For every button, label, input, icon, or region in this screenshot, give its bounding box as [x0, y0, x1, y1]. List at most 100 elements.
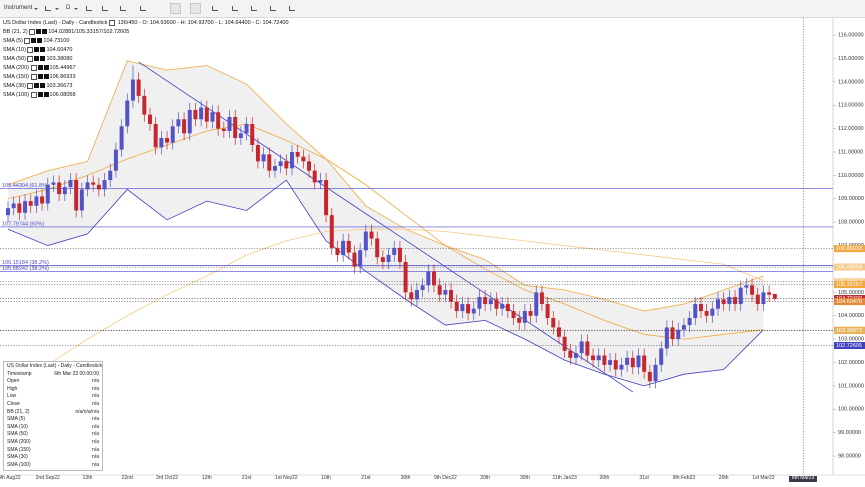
instrument-caret[interactable]: [34, 8, 38, 10]
indicator-name: SMA (50): [3, 56, 26, 62]
indicator-icon[interactable]: [40, 56, 46, 62]
candle-body: [284, 161, 289, 169]
timeframe-selector[interactable]: D: [66, 5, 71, 11]
candle-body: [767, 292, 772, 295]
price-badge-label: 105.33157: [836, 282, 862, 288]
candle-body: [647, 371, 652, 382]
x-tick-label: 9th Feb23: [672, 475, 696, 481]
candle-body: [153, 123, 158, 148]
candle-body: [255, 144, 260, 162]
indicator-icon[interactable]: [24, 37, 31, 44]
indicator-icon[interactable]: [30, 73, 37, 80]
settings-button[interactable]: [289, 6, 295, 11]
candle-body: [409, 292, 414, 300]
draw-button[interactable]: [270, 6, 276, 11]
indicator-icon[interactable]: [43, 92, 49, 98]
data-window-label: SMA (5): [7, 416, 26, 423]
candle-body: [267, 154, 272, 171]
candle-body: [6, 208, 10, 216]
data-window-value: n/a: [92, 446, 99, 453]
chart-type-button[interactable]: [45, 6, 51, 11]
data-window-label: Close: [7, 400, 20, 407]
data-window-label: Low: [7, 393, 17, 400]
data-window-value: n/a/n/a/n/a: [75, 408, 99, 415]
x-tick-label: 20th: [718, 475, 729, 481]
info-icon[interactable]: [109, 19, 116, 26]
indicator-icon[interactable]: [27, 55, 34, 62]
candle-body: [272, 166, 277, 171]
candle-body: [250, 123, 255, 145]
data-window-label: Timestamp: [7, 370, 32, 377]
candle-body: [318, 180, 323, 183]
indicator-icon[interactable]: [40, 83, 46, 89]
indicator-icon[interactable]: [36, 29, 42, 35]
x-tick-label: 8th Mar23: [789, 475, 818, 482]
x-tick-label: 13th: [82, 475, 93, 481]
x-tick-label: 21st: [241, 475, 252, 481]
x-tick-label: 22nd: [121, 475, 133, 481]
candle-body: [761, 292, 766, 305]
indicator-readout: 104.02881/105.33157/102.72605: [48, 29, 130, 35]
data-window-label: SMA (200): [7, 438, 31, 445]
y-tick-label: 104.00000: [838, 313, 864, 319]
indicator-icon[interactable]: [43, 74, 49, 80]
candle-body: [534, 292, 539, 316]
indicator-readout: 105.44967: [49, 65, 76, 71]
layout-button[interactable]: [190, 3, 201, 14]
indicator-icon[interactable]: [37, 65, 43, 71]
data-window-title-text: US Dollar Index (Last) - Daily - Candles…: [7, 363, 103, 369]
price-badge: [834, 342, 865, 350]
indicator-icon[interactable]: [37, 74, 43, 80]
data-window-row: High n/a: [7, 386, 99, 394]
tool-button[interactable]: [120, 6, 126, 11]
candle-body: [295, 152, 300, 157]
chart-type-caret[interactable]: [55, 8, 59, 10]
indicator-icon[interactable]: [27, 46, 34, 53]
price-badge: [834, 281, 865, 289]
draw-button[interactable]: [232, 6, 238, 11]
fib-level-label: 107.79744 (50%): [2, 221, 44, 227]
candle-body: [386, 254, 391, 262]
indicator-icon[interactable]: [31, 38, 37, 44]
candle-body: [79, 189, 84, 211]
candle-body: [341, 240, 346, 255]
indicator-icon[interactable]: [30, 91, 37, 98]
price-badge-label: 102.72605: [836, 343, 862, 349]
price-badge: [834, 245, 865, 253]
tool-button[interactable]: [86, 6, 92, 11]
draw-button[interactable]: [251, 6, 257, 11]
fib-level-label: 105.88242 (38.2%): [2, 266, 49, 272]
x-tick-label: 3rd Oct22: [156, 475, 179, 481]
timeframe-caret[interactable]: [74, 8, 78, 10]
tool-button[interactable]: [102, 6, 108, 11]
y-tick-label: 116.00000: [838, 33, 864, 39]
candle-body: [312, 170, 317, 183]
indicator-icon[interactable]: [29, 28, 36, 35]
indicator-icon[interactable]: [34, 83, 40, 89]
candle-body: [170, 126, 175, 143]
indicator-readout: 103.36673: [46, 83, 73, 89]
indicator-icon[interactable]: [34, 56, 40, 62]
indicator-icon[interactable]: [34, 47, 40, 53]
candle-body: [51, 182, 56, 185]
candle-body: [528, 311, 533, 316]
candle-body: [85, 182, 90, 190]
indicator-icon[interactable]: [27, 82, 34, 89]
candle-body: [125, 100, 130, 127]
candle-body: [375, 238, 380, 258]
candle-body: [397, 247, 402, 262]
layout-button[interactable]: [170, 3, 181, 14]
indicator-icon[interactable]: [42, 29, 48, 35]
data-window-row: Close n/a: [7, 401, 99, 409]
tool-button[interactable]: [212, 6, 218, 11]
indicator-icon[interactable]: [30, 64, 37, 71]
indicator-icon[interactable]: [40, 47, 46, 53]
indicator-icon[interactable]: [37, 38, 43, 44]
candle-body: [301, 156, 306, 162]
tool-button[interactable]: [140, 6, 146, 11]
indicator-icon[interactable]: [37, 92, 43, 98]
fib-level-label: 106.15184 (38.2%): [2, 260, 49, 266]
indicator-icon[interactable]: [43, 65, 49, 71]
instrument-selector[interactable]: Instrument: [4, 5, 33, 11]
data-window-value: n/a: [92, 416, 99, 423]
